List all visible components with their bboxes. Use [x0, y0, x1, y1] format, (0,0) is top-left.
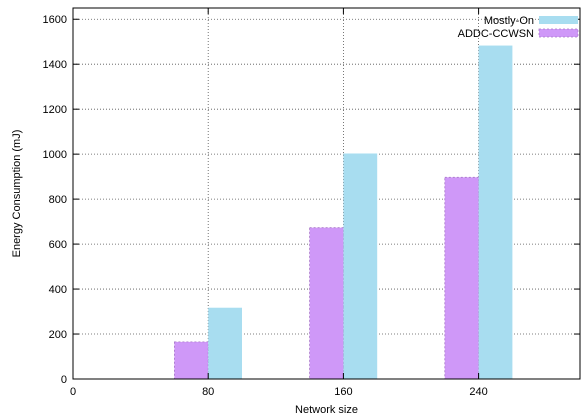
- y-tick-label: 400: [49, 284, 67, 296]
- legend-label: Mostly-On: [484, 15, 534, 27]
- y-axis-ticks: 0 200 400 600 800 1000 1200 1400 1600: [43, 14, 580, 386]
- bar-mostly-on: [343, 153, 378, 379]
- bar-addc-ccwsn: [173, 341, 209, 380]
- y-axis-label: Energy Consumption (mJ): [11, 130, 23, 258]
- x-tick-label: 80: [202, 386, 214, 398]
- y-tick-label: 1400: [43, 59, 67, 71]
- y-tick-label: 1200: [43, 104, 67, 116]
- y-tick-label: 800: [49, 194, 67, 206]
- bars: [173, 45, 513, 380]
- x-tick-label: 0: [70, 386, 76, 398]
- x-tick-label: 160: [334, 386, 352, 398]
- y-tick-label: 200: [49, 329, 67, 341]
- y-tick-label: 1600: [43, 14, 67, 26]
- legend-swatch: [538, 28, 579, 38]
- y-tick-label: 0: [61, 374, 67, 386]
- x-tick-label: 240: [469, 386, 487, 398]
- legend-label: ADDC-CCWSN: [458, 28, 534, 40]
- bar-mostly-on: [478, 45, 513, 380]
- plot-frame: [72, 7, 581, 380]
- y-tick-label: 600: [49, 239, 67, 251]
- bar-addc-ccwsn: [309, 227, 344, 380]
- y-tick-label: 1000: [43, 149, 67, 161]
- bar-mostly-on: [208, 307, 242, 379]
- bar-addc-ccwsn: [444, 176, 479, 380]
- x-axis-ticks: 0 80 160 240: [70, 8, 488, 398]
- x-axis-label: Network size: [295, 404, 358, 416]
- legend-swatch: [539, 16, 578, 24]
